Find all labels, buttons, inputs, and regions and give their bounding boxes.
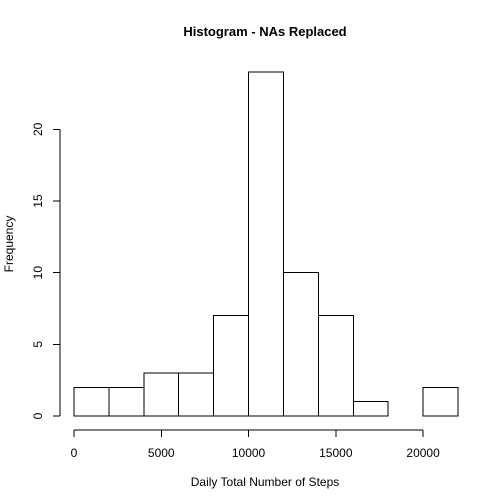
x-tick-label: 0 — [71, 446, 78, 460]
x-tick-label: 20000 — [406, 446, 440, 460]
x-tick-label: 5000 — [148, 446, 175, 460]
y-tick-label: 10 — [31, 266, 45, 280]
histogram-bars — [73, 71, 459, 417]
y-axis: 0 5 10 15 20 — [31, 122, 61, 419]
histogram-bar-5 — [213, 315, 250, 417]
histogram-bar-11 — [422, 386, 459, 417]
histogram-bar-7 — [282, 272, 319, 417]
y-axis-label: Frequency — [2, 216, 16, 273]
histogram-bar-4 — [178, 372, 215, 417]
chart-title: Histogram - NAs Replaced — [183, 24, 346, 39]
y-tick-label: 20 — [31, 122, 45, 136]
histogram-bar-8 — [317, 315, 354, 417]
histogram-bar-3 — [143, 372, 180, 417]
histogram-bar-1 — [73, 386, 110, 417]
y-tick-label: 15 — [31, 194, 45, 208]
x-axis: 0 5000 10000 15000 20000 — [71, 429, 440, 460]
histogram-bar-2 — [108, 386, 145, 417]
x-tick-label: 10000 — [232, 446, 266, 460]
histogram-bar-9 — [352, 401, 389, 417]
y-tick-label: 0 — [31, 412, 45, 419]
histogram-bar-6 — [248, 71, 284, 417]
x-axis-label: Daily Total Number of Steps — [191, 475, 340, 489]
y-tick-label: 5 — [31, 341, 45, 348]
x-tick-label: 15000 — [319, 446, 353, 460]
